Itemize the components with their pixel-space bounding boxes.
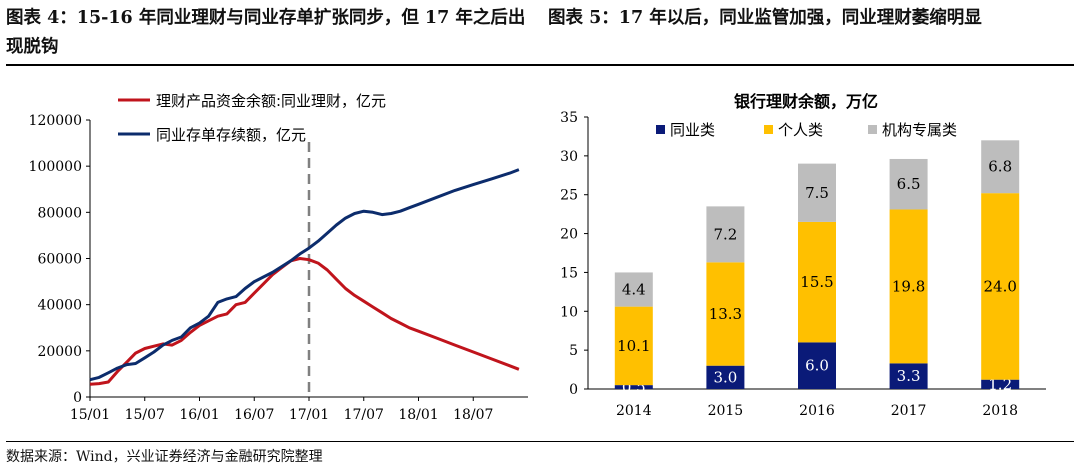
y-tick-label: 60000: [37, 252, 82, 268]
legend-label-institutional: 机构专属类: [882, 121, 957, 139]
y-tick-label: 100000: [29, 159, 82, 175]
x-tick-label: 17/07: [344, 407, 384, 423]
data-label-institutional: 7.5: [805, 184, 829, 202]
y-tick-label: 20000: [37, 344, 82, 360]
x-tick-label: 18/07: [453, 407, 493, 423]
bar-segment-institutional: [706, 206, 745, 263]
data-label-institutional: 7.2: [713, 225, 737, 243]
y-tick-label: 0: [73, 390, 82, 406]
bar-y-tick-label: 25: [560, 188, 578, 204]
legend-swatch-interbank: [656, 125, 665, 134]
x-tick-label: 16/07: [234, 407, 274, 423]
x-tick-label: 16/01: [179, 407, 219, 423]
data-label-interbank: 1.2: [988, 375, 1012, 393]
legend-label-interbank: 同业类: [670, 121, 715, 139]
data-label-interbank: 3.0: [713, 368, 737, 386]
bar-category-label: 2017: [891, 403, 927, 419]
x-tick-label: 17/01: [289, 407, 329, 423]
bar-y-tick-label: 35: [560, 110, 578, 126]
bar-segment-interbank: [614, 385, 653, 389]
y-tick-label: 40000: [37, 298, 82, 314]
bar-y-tick-label: 10: [560, 304, 578, 320]
legend-swatch-institutional: [868, 125, 877, 134]
data-label-institutional: 6.8: [988, 158, 1012, 176]
data-label-individual: 19.8: [892, 277, 925, 295]
bar-chart-title: 银行理财余额，万亿: [734, 92, 878, 111]
bar-category-label: 2016: [799, 403, 835, 419]
line-chart-legend: 理财产品资金余额:同业理财，亿元 同业存单存续额，亿元: [118, 92, 386, 144]
bar-chart-legend: 同业类 个人类 机构专属类: [656, 121, 957, 139]
bar-segment-individual: [706, 262, 745, 366]
data-label-interbank: 3.3: [897, 367, 921, 385]
bar-segment-interbank: [798, 342, 836, 389]
bar-category-label: 2015: [708, 403, 744, 419]
x-tick-label: 15/01: [70, 407, 110, 423]
legend-swatch-individual: [764, 125, 773, 134]
legend-label-individual: 个人类: [778, 121, 823, 139]
legend-label-wmp-interbank: 理财产品资金余额:同业理财，亿元: [156, 92, 386, 110]
right-chart-title: 图表 5：17 年以后，同业监管加强，同业理财萎缩明显: [548, 8, 982, 28]
bar-segment-institutional: [981, 140, 1020, 194]
bar-y-tick-label: 5: [569, 343, 578, 359]
data-label-individual: 13.3: [709, 305, 742, 323]
series-line-ncd-outstanding: [89, 168, 520, 382]
title-divider: [6, 64, 1074, 66]
bar-segment-individual: [889, 209, 928, 364]
footer-divider: [6, 441, 1074, 442]
y-tick-label: 80000: [37, 205, 82, 221]
bar-segment-institutional: [798, 163, 836, 222]
x-tick-label: 18/01: [398, 407, 438, 423]
data-label-individual: 24.0: [983, 277, 1016, 295]
bar-y-tick-label: 20: [560, 227, 578, 243]
bar-segment-individual: [614, 306, 653, 386]
bar-segment-interbank: [889, 363, 928, 389]
y-tick-label: 120000: [29, 113, 82, 129]
bar-segment-interbank: [981, 379, 1020, 389]
data-label-individual: 10.1: [617, 337, 650, 355]
data-label-institutional: 4.4: [622, 281, 646, 299]
left-chart-title: 图表 4：15-16 年同业理财与同业存单扩张同步，但 17 年之后出现脱钩: [6, 8, 526, 57]
bar-segment-interbank: [706, 365, 745, 389]
bar-y-tick-label: 30: [560, 149, 578, 165]
bar-segment-institutional: [614, 272, 653, 307]
bar-segment-individual: [798, 221, 836, 343]
bar-segment-individual: [981, 193, 1020, 380]
data-label-institutional: 6.5: [897, 175, 921, 193]
series-line-wmp-interbank: [89, 257, 520, 386]
bar-y-tick-label: 15: [560, 265, 578, 281]
bar-y-tick-label: 0: [569, 382, 578, 398]
data-label-interbank: 6.0: [805, 357, 829, 375]
source-note: 数据来源：Wind，兴业证券经济与金融研究院整理: [6, 449, 323, 465]
bar-segment-institutional: [889, 158, 928, 210]
x-tick-label: 15/07: [125, 407, 165, 423]
line-chart: 0 20000 40000 60000 80000 100000 120000 15/01 1…: [29, 92, 528, 423]
bar-category-label: 2018: [982, 403, 1018, 419]
data-label-individual: 15.5: [800, 273, 833, 291]
legend-label-ncd-outstanding: 同业存单存续额，亿元: [156, 126, 306, 144]
bar-category-label: 2014: [616, 403, 652, 419]
